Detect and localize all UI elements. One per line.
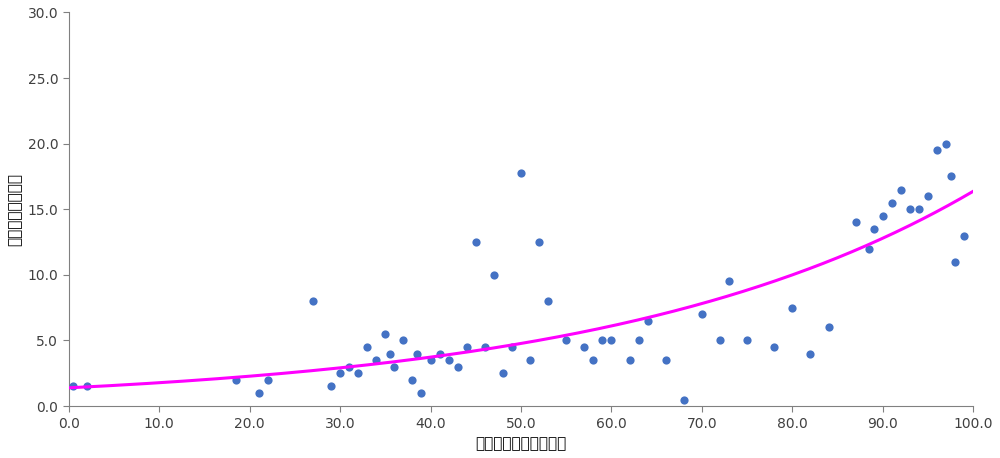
Point xyxy=(712,337,728,344)
Point xyxy=(228,376,244,383)
Point xyxy=(558,337,574,344)
Point xyxy=(658,356,674,364)
Point xyxy=(459,344,475,351)
Y-axis label: 銀柄購入意（％）: 銀柄購入意（％） xyxy=(7,173,22,246)
Point xyxy=(332,370,348,377)
Point xyxy=(929,147,945,154)
Point xyxy=(251,389,267,397)
Point xyxy=(576,344,592,351)
Point xyxy=(821,324,837,331)
Point xyxy=(382,350,398,357)
Point xyxy=(902,206,918,213)
Point xyxy=(848,219,864,226)
Point xyxy=(802,350,818,357)
Point xyxy=(413,389,429,397)
Point xyxy=(359,344,375,351)
Point xyxy=(504,344,520,351)
Point xyxy=(450,363,466,371)
Point xyxy=(423,356,439,364)
Point xyxy=(594,337,610,344)
Point xyxy=(468,239,484,246)
Point xyxy=(531,239,547,246)
Point xyxy=(65,383,81,390)
Point xyxy=(920,192,936,200)
Point xyxy=(884,199,900,207)
Point xyxy=(766,344,782,351)
Point xyxy=(522,356,538,364)
Point xyxy=(893,186,909,193)
Point xyxy=(260,376,276,383)
Point xyxy=(495,370,511,377)
Point xyxy=(486,271,502,278)
X-axis label: テレビ広告認知（％）: テレビ広告認知（％） xyxy=(475,436,567,451)
Point xyxy=(386,363,402,371)
Point xyxy=(79,383,95,390)
Point xyxy=(947,258,963,266)
Point xyxy=(409,350,425,357)
Point xyxy=(911,206,927,213)
Point xyxy=(784,304,800,311)
Point xyxy=(305,297,321,305)
Point xyxy=(739,337,755,344)
Point xyxy=(341,363,357,371)
Point xyxy=(640,317,656,324)
Point xyxy=(404,376,420,383)
Point xyxy=(513,169,529,176)
Point xyxy=(323,383,339,390)
Point xyxy=(432,350,448,357)
Point xyxy=(938,140,954,147)
Point xyxy=(694,311,710,318)
Point xyxy=(676,396,692,403)
Point xyxy=(943,173,959,180)
Point xyxy=(721,278,737,285)
Point xyxy=(350,370,366,377)
Point xyxy=(861,245,877,252)
Point xyxy=(368,356,384,364)
Point xyxy=(540,297,556,305)
Point xyxy=(477,344,493,351)
Point xyxy=(866,225,882,233)
Point xyxy=(622,356,638,364)
Point xyxy=(956,232,972,239)
Point xyxy=(585,356,601,364)
Point xyxy=(377,330,393,338)
Point xyxy=(395,337,411,344)
Point xyxy=(875,212,891,219)
Point xyxy=(631,337,647,344)
Point xyxy=(441,356,457,364)
Point xyxy=(603,337,619,344)
